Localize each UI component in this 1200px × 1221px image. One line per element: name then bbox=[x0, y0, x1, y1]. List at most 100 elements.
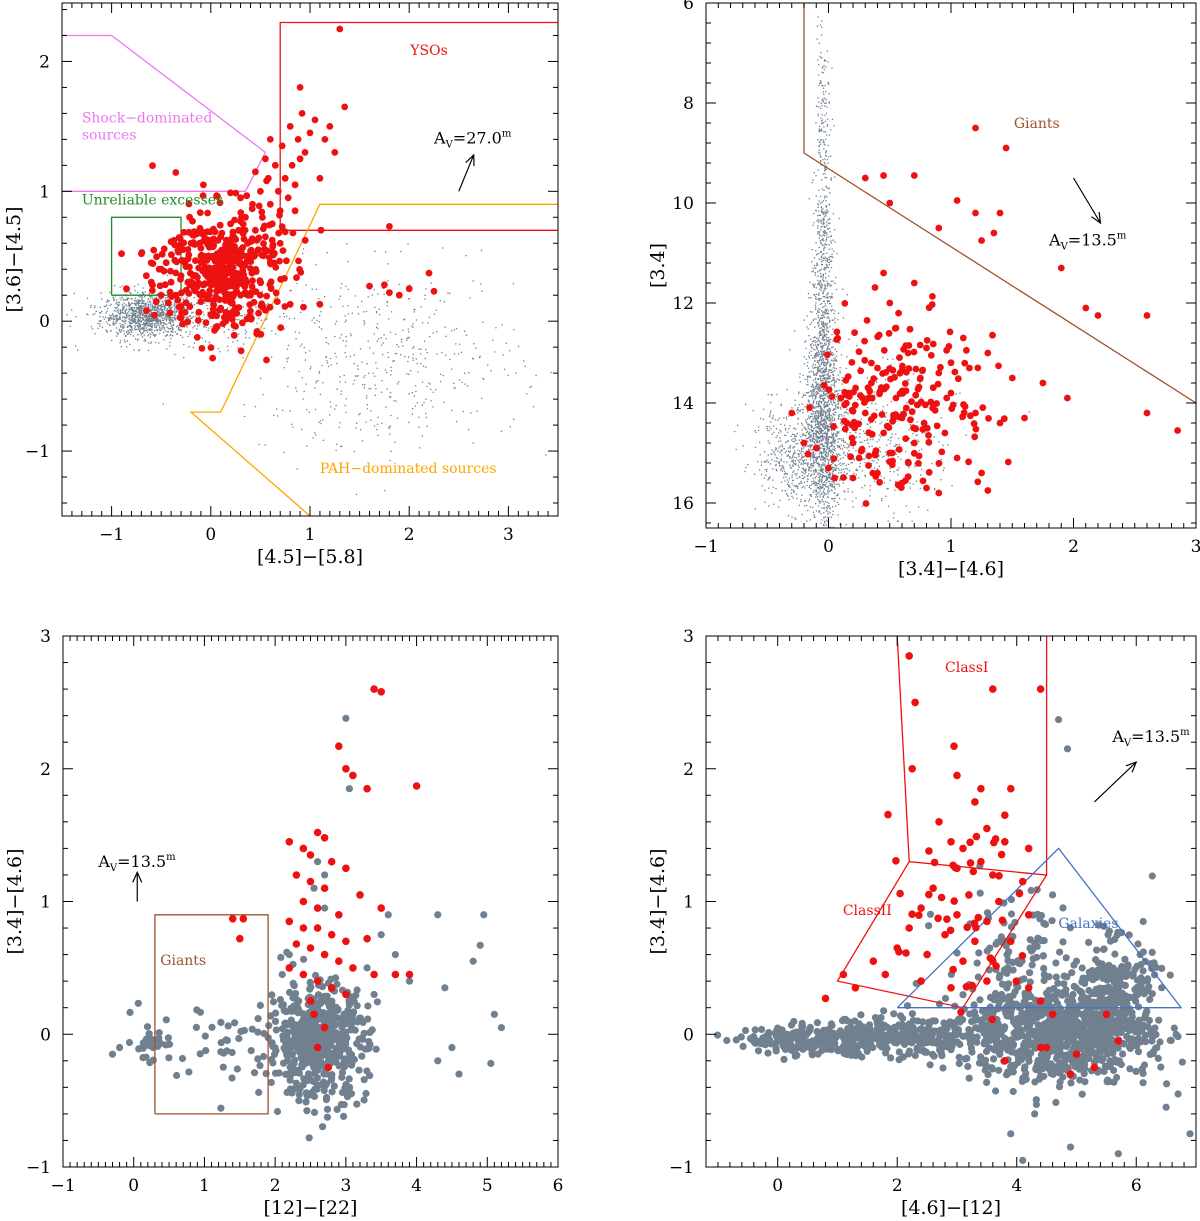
field-point bbox=[822, 159, 823, 160]
field-point bbox=[287, 349, 288, 350]
yso-point bbox=[272, 162, 279, 169]
field-point bbox=[822, 378, 823, 379]
field-point bbox=[832, 329, 833, 330]
field-point bbox=[827, 443, 828, 444]
field-point bbox=[374, 376, 375, 377]
field-point bbox=[792, 475, 793, 476]
field-point bbox=[193, 312, 194, 313]
field-point bbox=[423, 366, 424, 367]
field-point bbox=[345, 345, 346, 346]
field-point bbox=[154, 335, 155, 336]
field-point bbox=[810, 533, 811, 534]
field-point bbox=[812, 384, 813, 385]
field-point bbox=[822, 519, 823, 520]
field-point bbox=[822, 312, 823, 313]
field-point bbox=[377, 323, 378, 324]
field-point bbox=[812, 437, 813, 438]
field-point bbox=[836, 465, 837, 466]
field-point bbox=[816, 265, 817, 266]
field-point bbox=[287, 386, 288, 387]
field-point bbox=[777, 458, 778, 459]
field-point bbox=[364, 322, 365, 323]
field-point bbox=[818, 488, 819, 489]
field-point bbox=[843, 442, 844, 443]
field-point bbox=[825, 461, 826, 462]
field-point bbox=[825, 91, 826, 92]
field-point bbox=[94, 305, 95, 306]
field-point bbox=[824, 407, 825, 408]
field-point bbox=[130, 313, 131, 314]
field-point bbox=[815, 242, 816, 243]
field-point bbox=[92, 314, 93, 315]
field-point bbox=[319, 373, 320, 374]
field-point bbox=[451, 410, 452, 411]
field-point bbox=[422, 405, 423, 406]
field-point bbox=[838, 414, 839, 415]
field-point bbox=[808, 293, 809, 294]
field-point bbox=[158, 323, 159, 324]
field-point bbox=[122, 324, 123, 325]
field-point bbox=[160, 330, 161, 331]
field-point bbox=[154, 327, 155, 328]
field-point bbox=[835, 399, 836, 400]
field-point bbox=[262, 291, 263, 292]
field-point bbox=[196, 302, 197, 303]
field-point bbox=[71, 309, 72, 310]
field-point bbox=[313, 317, 314, 318]
field-point bbox=[768, 454, 769, 455]
field-point bbox=[166, 348, 167, 349]
yso-point bbox=[255, 310, 262, 317]
field-point bbox=[265, 444, 266, 445]
field-point bbox=[829, 451, 830, 452]
field-point bbox=[829, 101, 830, 102]
field-point bbox=[815, 364, 816, 365]
field-point bbox=[197, 326, 198, 327]
yso-point bbox=[163, 259, 170, 266]
field-point bbox=[139, 296, 140, 297]
field-point bbox=[420, 348, 421, 349]
field-point bbox=[826, 222, 827, 223]
field-point bbox=[273, 415, 274, 416]
field-point bbox=[816, 341, 817, 342]
field-point bbox=[781, 468, 782, 469]
field-point bbox=[326, 342, 327, 343]
field-point bbox=[780, 424, 781, 425]
field-point bbox=[810, 488, 811, 489]
field-point bbox=[823, 439, 824, 440]
yso-point bbox=[153, 298, 160, 305]
field-point bbox=[513, 419, 514, 420]
field-point bbox=[136, 300, 137, 301]
field-point bbox=[839, 445, 840, 446]
field-point bbox=[815, 318, 816, 319]
field-point bbox=[840, 414, 841, 415]
field-point bbox=[814, 374, 815, 375]
yso-point bbox=[240, 221, 247, 228]
field-point bbox=[243, 343, 244, 344]
field-point bbox=[346, 320, 347, 321]
field-point bbox=[834, 529, 835, 530]
field-point bbox=[166, 316, 167, 317]
field-point bbox=[817, 203, 818, 204]
field-point bbox=[831, 360, 832, 361]
field-point bbox=[826, 421, 827, 422]
field-point bbox=[147, 332, 148, 333]
field-point bbox=[803, 486, 804, 487]
field-point bbox=[775, 454, 776, 455]
field-point bbox=[266, 318, 267, 319]
field-point bbox=[187, 336, 188, 337]
field-point bbox=[812, 283, 813, 284]
field-point bbox=[154, 323, 155, 324]
field-point bbox=[442, 247, 443, 248]
field-point bbox=[819, 126, 820, 127]
yso-point bbox=[267, 259, 274, 266]
field-point bbox=[822, 398, 823, 399]
field-point bbox=[417, 363, 418, 364]
field-point bbox=[463, 411, 464, 412]
field-point bbox=[820, 24, 821, 25]
field-point bbox=[310, 368, 311, 369]
field-point bbox=[443, 375, 444, 376]
field-point bbox=[834, 420, 835, 421]
field-point bbox=[824, 170, 825, 171]
field-point bbox=[761, 465, 762, 466]
field-point bbox=[817, 372, 818, 373]
